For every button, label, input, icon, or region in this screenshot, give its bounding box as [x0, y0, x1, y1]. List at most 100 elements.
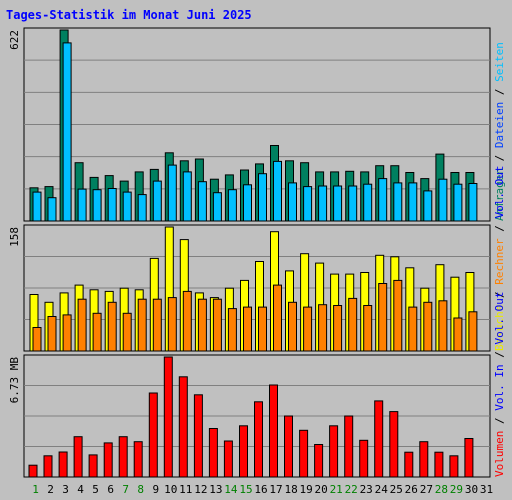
bar-rechner-day-10 — [167, 297, 177, 352]
bar-seiten-day-23 — [363, 183, 373, 222]
bar-seiten-day-16 — [258, 173, 267, 222]
bar-volumen-day-15 — [239, 425, 248, 478]
bar-rechner-day-8 — [137, 298, 147, 352]
bar-volumen-day-6 — [103, 442, 113, 478]
x-tick-label: 11 — [179, 483, 192, 496]
bar-rechner-day-15 — [243, 306, 252, 352]
x-tick-label: 3 — [62, 483, 69, 496]
bar-rechner-day-27 — [423, 301, 433, 352]
x-tick-label: 24 — [375, 483, 389, 496]
side-legend-part: Vol. Out — [493, 292, 506, 345]
side-legend-part: / — [493, 148, 506, 168]
bar-rechner-day-2 — [47, 316, 57, 352]
bar-rechner-day-24 — [378, 283, 388, 352]
bar-seiten-day-17 — [273, 160, 282, 222]
bar-seiten-day-22 — [348, 185, 358, 222]
x-tick-label: 16 — [254, 483, 267, 496]
bar-rechner-day-18 — [288, 301, 297, 352]
bar-volumen-day-8 — [133, 441, 143, 478]
side-legend-part: Anfragen — [493, 168, 506, 221]
x-tick-label: 21 — [330, 483, 343, 496]
bar-seiten-day-24 — [378, 178, 388, 222]
bar-volumen-day-10 — [163, 356, 173, 478]
bar-volumen-day-20 — [314, 444, 324, 478]
bar-seiten-day-20 — [318, 185, 328, 222]
x-tick-label: 19 — [299, 483, 312, 496]
side-legend-part: / — [493, 285, 506, 305]
bar-seiten-day-25 — [393, 182, 403, 222]
bar-seiten-day-13 — [212, 192, 222, 222]
bar-rechner-day-16 — [258, 306, 267, 352]
bar-volumen-day-28 — [434, 451, 444, 478]
bar-seiten-day-3 — [62, 42, 72, 222]
x-tick-label: 22 — [345, 483, 358, 496]
bar-volumen-day-21 — [329, 425, 339, 478]
bar-rechner-day-25 — [393, 279, 403, 352]
bar-seiten-day-29 — [453, 183, 463, 222]
bar-rechner-day-26 — [408, 306, 418, 352]
bar-seiten-day-10 — [167, 164, 177, 222]
x-tick-label: 31 — [480, 483, 493, 496]
bar-seiten-day-18 — [288, 182, 297, 222]
bar-volumen-day-25 — [389, 411, 399, 478]
side-legend-part: / — [493, 82, 506, 102]
x-tick-label: 9 — [152, 483, 159, 496]
side-legend-part: Dateien — [493, 102, 506, 148]
side-legend-visits: Besuche / Rechner / Vol. Out — [493, 166, 506, 351]
side-legend-part: Vol. In — [493, 364, 506, 410]
x-tick-label: 28 — [435, 483, 448, 496]
bar-rechner-day-22 — [348, 297, 358, 352]
x-tick-label: 10 — [164, 483, 177, 496]
bar-volumen-day-12 — [193, 394, 203, 478]
x-tick-label: 14 — [224, 483, 238, 496]
x-tick-label: 6 — [107, 483, 114, 496]
x-tick-label: 26 — [405, 483, 418, 496]
bar-volumen-day-2 — [43, 455, 53, 478]
bar-volumen-day-30 — [464, 438, 474, 478]
bar-rechner-day-14 — [227, 308, 237, 352]
bar-volumen-day-19 — [299, 429, 309, 478]
bar-rechner-day-5 — [92, 312, 102, 352]
bar-rechner-day-1 — [32, 327, 42, 352]
x-tick-label: 8 — [137, 483, 144, 496]
bar-seiten-day-11 — [182, 171, 192, 222]
bar-seiten-day-2 — [47, 197, 57, 222]
page-title: Tages-Statistik im Monat Juni 2025 — [6, 8, 252, 22]
bar-rechner-day-19 — [303, 306, 313, 352]
bar-seiten-day-5 — [92, 189, 102, 222]
x-tick-label: 13 — [209, 483, 222, 496]
bar-volumen-day-23 — [359, 439, 369, 478]
x-tick-label: 20 — [314, 483, 327, 496]
bar-seiten-day-8 — [137, 194, 147, 222]
x-tick-label: 4 — [77, 483, 84, 496]
bar-rechner-day-9 — [152, 298, 162, 352]
bar-volumen-day-3 — [58, 451, 68, 478]
x-tick-label: 30 — [465, 483, 478, 496]
bar-seiten-day-21 — [333, 185, 343, 222]
bar-seiten-day-19 — [303, 186, 313, 222]
bar-volumen-day-27 — [419, 441, 429, 478]
side-legend-requests: Anfragen / Dateien / Seiten — [493, 42, 506, 221]
bar-volumen-day-9 — [148, 392, 158, 478]
bar-rechner-day-30 — [468, 311, 478, 352]
bar-rechner-day-3 — [62, 314, 72, 352]
x-tick-label: 25 — [390, 483, 403, 496]
bar-seiten-day-6 — [107, 188, 117, 222]
bar-volumen-day-5 — [88, 454, 98, 478]
bar-volumen-day-29 — [449, 455, 459, 478]
bar-volumen-day-22 — [344, 415, 354, 478]
side-legend-part: Rechner — [493, 238, 506, 285]
bar-seiten-day-28 — [438, 178, 448, 222]
bar-seiten-day-9 — [152, 180, 162, 222]
bar-seiten-day-1 — [32, 191, 42, 222]
bar-seiten-day-4 — [77, 188, 87, 222]
bar-rechner-day-28 — [438, 300, 448, 352]
bar-rechner-day-7 — [122, 312, 132, 352]
bar-seiten-day-30 — [468, 183, 478, 222]
bar-seiten-day-12 — [197, 181, 207, 222]
side-legend-part: / — [493, 345, 506, 365]
bar-volumen-day-17 — [269, 384, 278, 478]
bar-rechner-day-20 — [318, 304, 328, 352]
bar-volumen-day-26 — [404, 451, 414, 478]
